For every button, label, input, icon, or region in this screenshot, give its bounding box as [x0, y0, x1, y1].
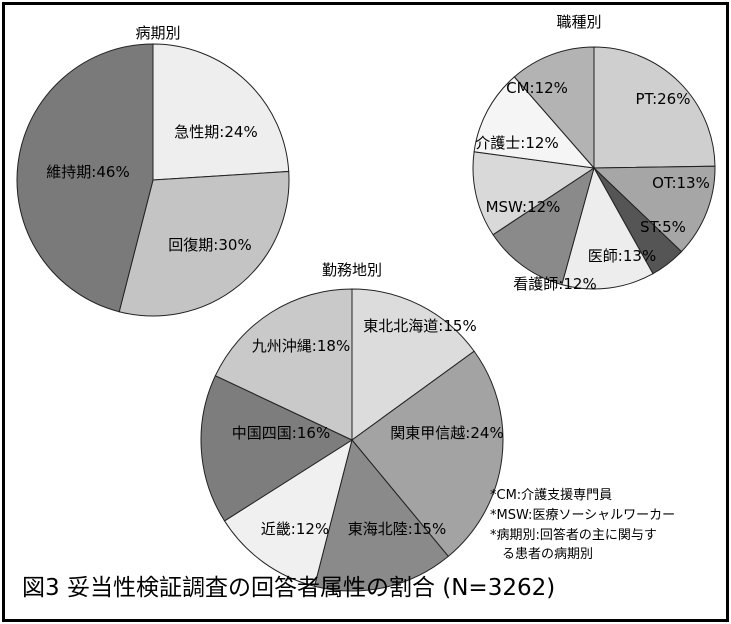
slice-label-kinki: 近畿:12% — [261, 520, 329, 538]
slice-label-tokai: 東海北陸:15% — [348, 520, 446, 538]
slice-label-ot: OT:13% — [652, 174, 710, 192]
slice-label-acute: 急性期:24% — [174, 123, 257, 141]
slice-pt — [593, 46, 716, 169]
slice-label-pt: PT:26% — [636, 90, 691, 108]
slice-chugoku — [200, 375, 354, 522]
chart-region: 勤務地別 東北北海道:15% 関東甲信越:24% 東海北陸:15% 近畿:12%… — [200, 261, 504, 592]
slice-label-kanto: 関東甲信越:24% — [390, 424, 503, 442]
slice-label-maintenance: 維持期:46% — [46, 163, 129, 181]
chart-occupation: 職種別 PT:26% OT:13% ST:5% 医師:13% 看護師:12% M… — [472, 13, 716, 293]
slice-label-kyushu: 九州沖縄:18% — [252, 337, 350, 355]
slice-label-doctor: 医師:13% — [588, 247, 656, 265]
slice-label-st: ST:5% — [640, 218, 686, 236]
slice-label-msw: MSW:12% — [486, 198, 561, 216]
note-cm: *CM:介護支援専門員 — [490, 487, 612, 503]
chart-stage: 病期別 急性期:24% 回復期:30% 維持期:46% — [16, 24, 290, 317]
slice-label-nurse: 看護師:12% — [513, 275, 596, 293]
slices-stage — [16, 43, 290, 317]
note-stage-cont: る患者の病期別 — [502, 547, 593, 562]
slice-tohoku — [351, 288, 475, 441]
slice-ot — [592, 165, 716, 253]
slices-region — [200, 288, 504, 592]
slice-maintenance — [16, 43, 154, 313]
note-stage: *病期別:回答者の主に関与す — [490, 527, 657, 543]
slice-label-tohoku: 東北北海道:15% — [363, 317, 476, 335]
slices-occupation — [472, 46, 716, 290]
note-msw: *MSW:医療ソーシャルワーカー — [490, 508, 675, 523]
chart-title-region: 勤務地別 — [322, 261, 382, 279]
slice-nurse — [492, 166, 595, 286]
slice-label-cm: CM:12% — [506, 79, 568, 97]
slice-msw — [472, 151, 596, 236]
slice-label-careworker: 介護士:12% — [475, 134, 558, 152]
slice-kyushu — [214, 288, 353, 441]
slice-label-chugoku: 中国四国:16% — [232, 424, 330, 442]
notes: *CM:介護支援専門員 *MSW:医療ソーシャルワーカー *病期別:回答者の主に… — [490, 487, 675, 562]
slice-recovery — [118, 170, 290, 317]
slice-label-recovery: 回復期:30% — [168, 236, 251, 254]
slice-kinki — [223, 438, 353, 587]
chart-title-stage: 病期別 — [135, 24, 180, 42]
slice-acute — [152, 43, 290, 181]
slice-cm — [513, 46, 595, 170]
slice-doctor — [561, 166, 654, 290]
slice-careworker — [473, 76, 596, 169]
slice-tokai — [313, 438, 449, 592]
figure-caption: 図3 妥当性検証調査の回答者属性の割合 (N=3262) — [22, 575, 556, 601]
chart-title-occupation: 職種別 — [556, 13, 601, 31]
slice-kanto — [351, 350, 504, 558]
